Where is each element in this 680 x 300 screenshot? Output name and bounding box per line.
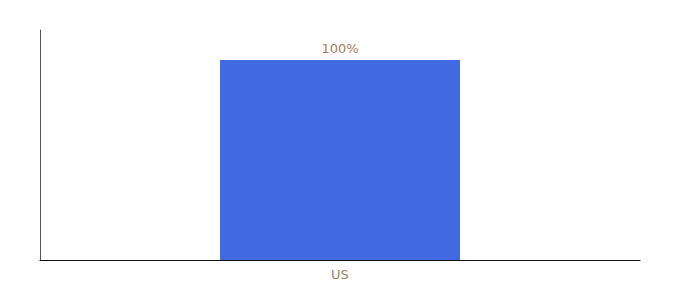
svg-text:US: US [331, 267, 349, 282]
svg-text:100%: 100% [321, 41, 358, 56]
